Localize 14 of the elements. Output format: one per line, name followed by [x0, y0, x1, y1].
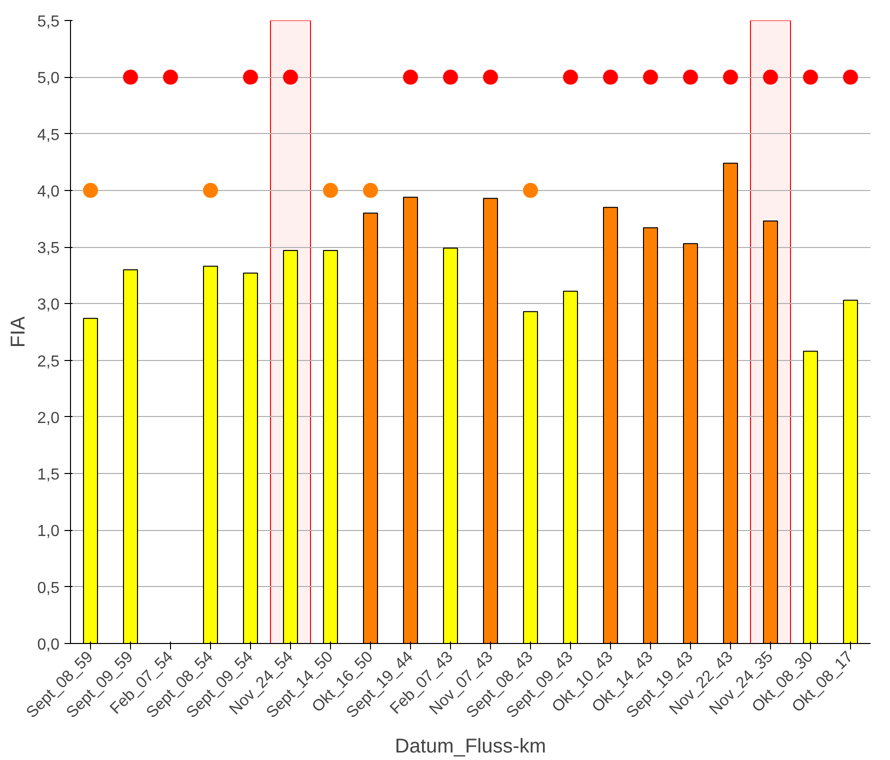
y-axis-title: FIA	[7, 316, 30, 348]
y-tick-label: 5,0	[37, 70, 60, 88]
y-tick-label: 4,5	[37, 126, 60, 144]
y-tick-label: 0,5	[37, 580, 60, 597]
y-tick-label: 2,0	[37, 410, 60, 427]
y-tick-label: 1,5	[37, 466, 60, 484]
y-tick-label: 1,0	[37, 523, 60, 540]
y-tick-label: 0,0	[37, 636, 60, 654]
y-tick-label: 4,0	[37, 183, 60, 200]
y-tick-label: 2,5	[37, 353, 60, 370]
y-tick-label: 3,5	[37, 240, 60, 258]
y-tick-label: 3,0	[37, 296, 60, 314]
y-tick-label: 5,5	[37, 14, 60, 30]
x-axis-title: Datum_Fluss-km	[394, 736, 546, 758]
